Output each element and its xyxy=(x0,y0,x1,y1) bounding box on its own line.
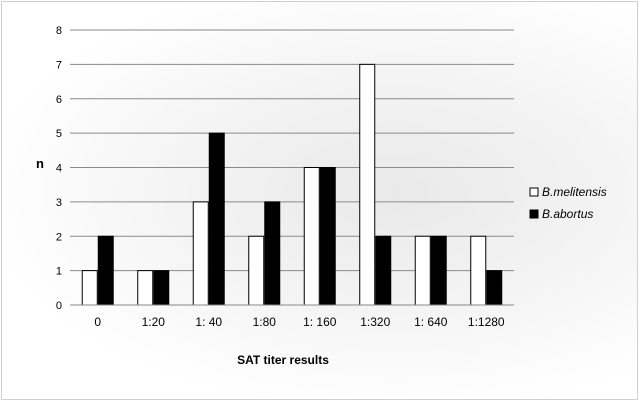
bar-b-abortus-2 xyxy=(208,132,225,306)
y-tick-label: 1 xyxy=(56,266,62,278)
x-tick-label: 1:20 xyxy=(142,315,166,329)
bar-b-melitensis-4 xyxy=(303,167,320,306)
y-tick-labels: 0 1 2 3 4 5 6 7 8 xyxy=(56,25,62,312)
bar-b-melitensis-3 xyxy=(248,235,265,306)
y-tick-label: 5 xyxy=(56,128,62,140)
bar-b-melitensis-5 xyxy=(359,63,376,306)
y-tick-label: 6 xyxy=(56,94,62,106)
x-axis-label: SAT titer results xyxy=(237,353,329,367)
bar-b-abortus-0 xyxy=(97,235,114,306)
bar-b-melitensis-6 xyxy=(414,235,431,306)
legend: B.melitensis B.abortus xyxy=(529,185,607,221)
legend-swatch xyxy=(529,209,539,219)
legend-label: B.melitensis xyxy=(542,185,607,199)
gridlines xyxy=(70,29,514,272)
y-tick-label: 0 xyxy=(56,300,62,312)
bar-b-abortus-3 xyxy=(264,201,281,306)
bar-b-abortus-5 xyxy=(375,235,392,306)
x-tick-label: 1:1280 xyxy=(468,315,505,329)
y-tick-label: 4 xyxy=(56,163,62,175)
x-tick-labels: 0 1:20 1: 40 1:80 1: 160 1:320 1: 640 1:1280 xyxy=(94,315,505,329)
bar-b-melitensis-7 xyxy=(470,235,487,306)
bar-b-abortus-4 xyxy=(319,167,336,306)
x-tick-label: 1: 640 xyxy=(414,315,448,329)
bar-b-melitensis-1 xyxy=(137,270,154,306)
x-tick-label: 1: 40 xyxy=(195,315,222,329)
bar-b-abortus-6 xyxy=(430,235,447,306)
bar-b-melitensis-0 xyxy=(81,270,98,306)
x-tick-label: 1:80 xyxy=(253,315,277,329)
x-tick-label: 1: 160 xyxy=(303,315,337,329)
legend-label: B.abortus xyxy=(542,207,593,221)
legend-swatch xyxy=(529,187,539,197)
y-tick-label: 3 xyxy=(56,197,62,209)
y-tick-label: 8 xyxy=(56,25,62,37)
y-tick-label: 2 xyxy=(56,231,62,243)
x-tick-label: 1:320 xyxy=(360,315,390,329)
y-tick-label: 7 xyxy=(56,59,62,71)
bar-b-abortus-7 xyxy=(486,270,503,306)
bar-b-melitensis-2 xyxy=(192,201,209,306)
x-tick-label: 0 xyxy=(94,315,101,329)
y-axis-label: n xyxy=(36,156,44,171)
bars xyxy=(81,63,503,306)
bar-b-abortus-1 xyxy=(153,270,170,306)
